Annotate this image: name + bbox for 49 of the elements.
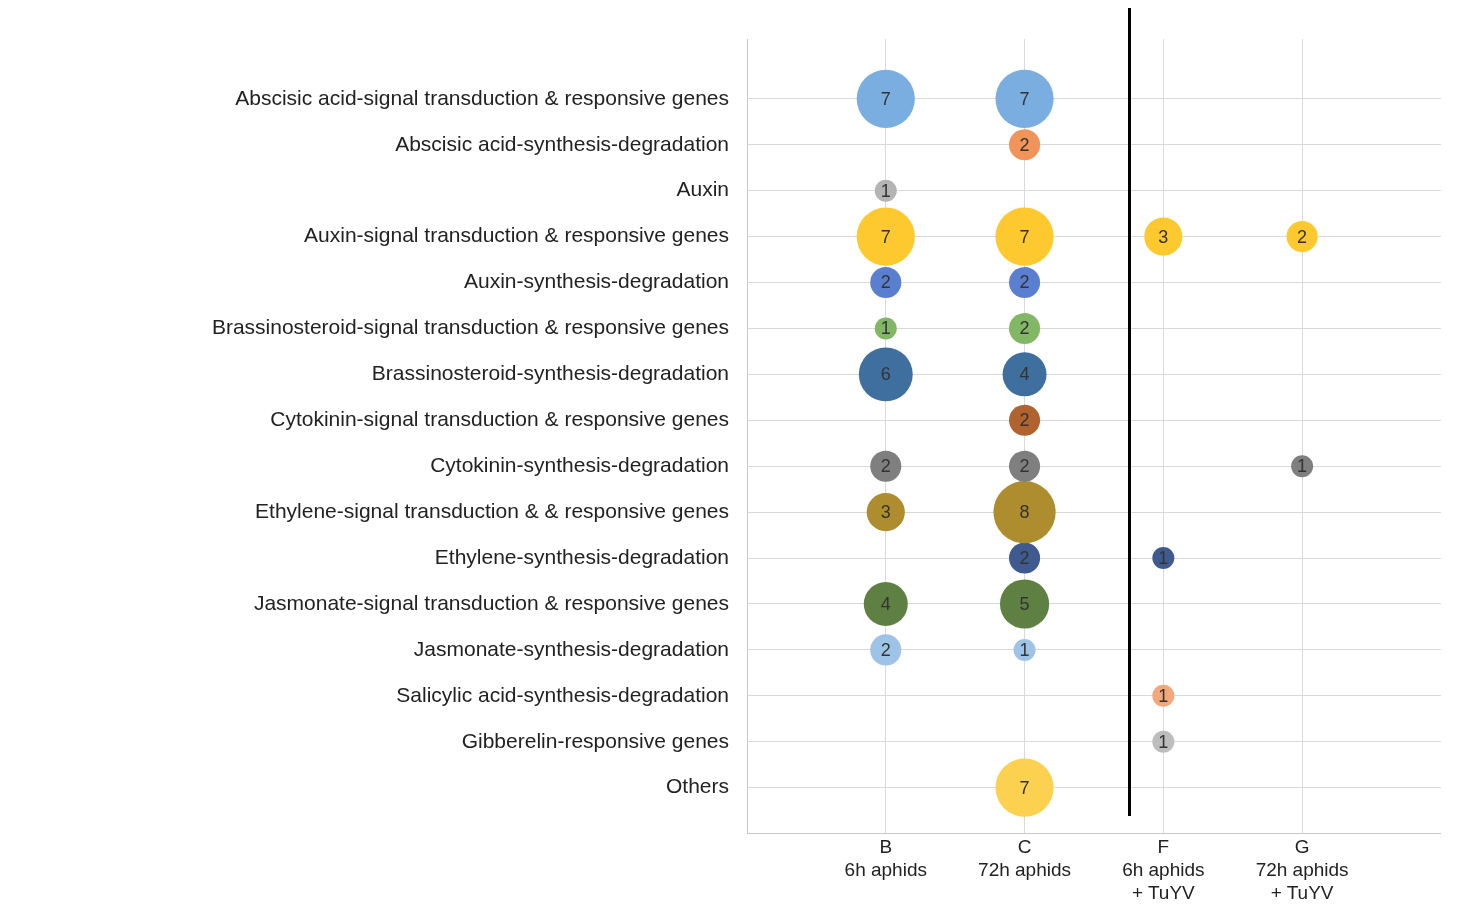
- x-tick-label: B 6h aphids: [844, 836, 927, 881]
- y-tick-label: Abscisic acid-synthesis-degradation: [395, 131, 729, 155]
- data-label: 5: [1019, 593, 1030, 614]
- x-tick-label: G 72h aphids + TuYV: [1255, 836, 1349, 903]
- data-label: 4: [880, 593, 891, 614]
- data-label: 2: [1297, 226, 1308, 247]
- y-tick-label: Gibberelin-responsive genes: [461, 728, 729, 752]
- data-label: 3: [1158, 226, 1169, 247]
- data-label: 7: [1019, 226, 1030, 247]
- data-label: 1: [1158, 685, 1169, 706]
- data-label: 1: [1019, 639, 1030, 660]
- data-label: 7: [880, 226, 891, 247]
- data-label: 1: [1297, 456, 1308, 477]
- data-label: 7: [880, 88, 891, 109]
- y-tick-label: Auxin-synthesis-degradation: [464, 269, 729, 293]
- y-tick-label: Auxin: [676, 177, 729, 201]
- y-tick-label: Brassinosteroid-signal transduction & responsive genes: [211, 315, 729, 339]
- data-label: 1: [1158, 731, 1169, 752]
- y-tick-label: Others: [665, 774, 729, 798]
- data-label: 2: [1019, 548, 1030, 569]
- y-tick-label: Cytokinin-signal transduction & responsive genes: [270, 407, 729, 431]
- data-label: 6: [880, 364, 891, 385]
- data-label: 2: [1019, 272, 1030, 293]
- data-label: 8: [1019, 502, 1030, 523]
- data-label: 1: [1158, 548, 1169, 569]
- data-label: 2: [1019, 456, 1030, 477]
- data-label: 2: [1019, 410, 1030, 431]
- data-label: 1: [880, 180, 891, 201]
- data-label: 2: [880, 272, 891, 293]
- data-label: 2: [1019, 134, 1030, 155]
- data-label: 1: [880, 318, 891, 339]
- y-tick-label: Auxin-signal transduction & responsive genes: [304, 223, 729, 247]
- data-label: 3: [880, 502, 891, 523]
- y-tick-label: Cytokinin-synthesis-degradation: [430, 453, 729, 476]
- y-tick-label: Brassinosteroid-synthesis-degradation: [371, 361, 729, 385]
- data-label: 2: [880, 456, 891, 477]
- data-label: 7: [1019, 88, 1030, 109]
- y-tick-label: Jasmonate-signal transduction & responsive genes: [253, 590, 729, 614]
- y-tick-label: Ethylene-synthesis-degradation: [434, 544, 729, 568]
- y-tick-label: Jasmonate-synthesis-degradation: [413, 636, 729, 660]
- y-tick-label: Salicylic acid-synthesis-degradation: [396, 682, 729, 706]
- data-label: 4: [1019, 364, 1030, 385]
- x-tick-label: C 72h aphids: [978, 836, 1072, 881]
- data-label: 2: [880, 639, 891, 660]
- data-label: 7: [1019, 777, 1030, 798]
- y-tick-label: Ethylene-signal transduction & & responsive genes: [255, 498, 729, 522]
- data-label: 2: [1019, 318, 1030, 339]
- x-tick-label: F 6h aphids + TuYV: [1122, 836, 1205, 903]
- y-tick-label: Abscisic acid-signal transduction & responsive genes: [235, 85, 729, 109]
